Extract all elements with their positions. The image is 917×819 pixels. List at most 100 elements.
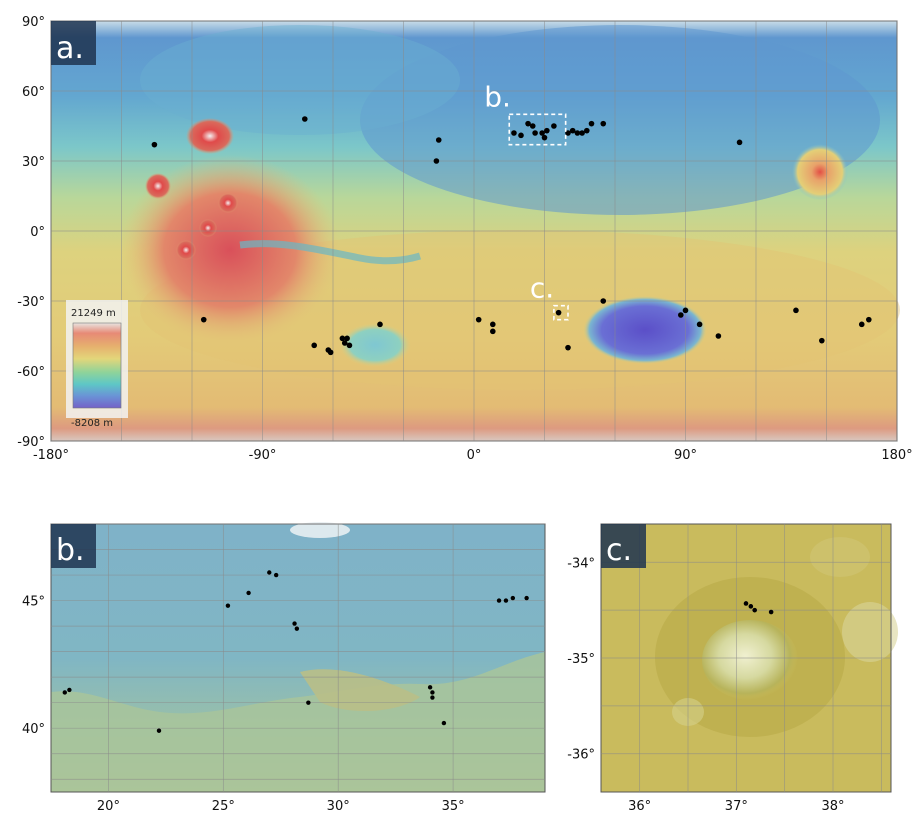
site-marker: [524, 595, 529, 601]
volcano-3: [199, 219, 217, 237]
site-marker: [344, 335, 350, 342]
site-marker: [267, 570, 272, 575]
site-marker: [539, 130, 545, 136]
site-marker: [511, 130, 517, 136]
site-marker: [341, 340, 348, 346]
panel-c: c. 36° 37° 38° -34° -35° -36°: [560, 512, 917, 815]
panel-c-axes: 36° 37° 38° -34° -35° -36°: [567, 556, 844, 814]
panel-b-label: b.: [56, 533, 85, 568]
site-marker: [246, 590, 251, 596]
box-c-label: c.: [530, 272, 554, 305]
x-tick-label: 180°: [881, 448, 912, 463]
site-marker: [678, 312, 684, 318]
map-c-grid: [600, 523, 892, 793]
y-tick-label: -36°: [567, 748, 595, 763]
site-marker: [600, 298, 607, 304]
site-marker: [430, 695, 435, 700]
site-marker: [525, 120, 531, 127]
site-marker: [565, 344, 571, 351]
site-marker: [532, 130, 538, 136]
panel-b: b. 20° 25° 30° 35° 45° 40°: [0, 512, 560, 815]
site-marker: [62, 690, 67, 695]
southern-terrain-b: [51, 652, 545, 792]
site-marker: [490, 321, 496, 328]
panel-b-axes: 20° 25° 30° 35° 45° 40°: [22, 595, 465, 814]
x-tick-label: -90°: [249, 448, 277, 463]
site-marker: [225, 603, 231, 608]
site-marker: [584, 127, 590, 134]
y-tick-label: 0°: [30, 225, 45, 240]
adjacent-crater: [842, 602, 898, 662]
x-tick-label: 25°: [212, 799, 235, 814]
site-marker: [555, 309, 562, 316]
site-marker: [327, 349, 334, 356]
northern-lowlands: [360, 25, 880, 215]
site-marker: [743, 601, 749, 606]
site-marker: [518, 132, 524, 139]
site-marker: [574, 130, 581, 136]
site-marker: [302, 116, 308, 122]
site-marker: [200, 316, 207, 323]
site-marker: [377, 321, 383, 328]
highland-block-b: [300, 669, 420, 712]
panel-b-tag: b.: [51, 524, 96, 568]
map-c-sites: [743, 601, 774, 615]
y-tick-label: -90°: [17, 435, 45, 450]
x-tick-label: 36°: [628, 799, 651, 814]
site-marker: [682, 307, 689, 314]
site-marker: [292, 621, 297, 626]
tharsis-rise: [120, 155, 340, 345]
site-markers: [151, 116, 872, 356]
x-tick-label: 20°: [97, 799, 120, 814]
volcano-4: [176, 240, 196, 260]
x-tick-label: -180°: [33, 448, 69, 463]
site-marker: [339, 335, 346, 342]
x-tick-label: 35°: [442, 799, 465, 814]
x-tick-label: 37°: [725, 799, 748, 814]
site-marker: [67, 687, 72, 693]
site-marker: [430, 690, 435, 695]
colorbar-min-label: -8208 m: [71, 418, 113, 429]
zoom-boxes: [508, 113, 569, 321]
site-marker: [565, 130, 571, 136]
y-tick-label: -30°: [17, 295, 45, 310]
box-c-outline: [553, 304, 569, 321]
site-marker: [503, 598, 509, 603]
panel-c-label: c.: [606, 533, 632, 568]
x-tick-label: 30°: [327, 799, 350, 814]
hellas-basin: [583, 296, 707, 364]
site-marker: [819, 337, 825, 344]
bright-patch: [290, 522, 350, 538]
y-tick-label: 90°: [22, 15, 45, 30]
valles-marineris: [239, 240, 422, 265]
site-marker: [510, 595, 516, 601]
north-crater: [810, 537, 870, 577]
regional-map-b: b. 20° 25° 30° 35° 45° 40°: [22, 522, 546, 814]
site-marker: [752, 607, 757, 613]
site-marker: [768, 609, 774, 615]
argyre-basin: [339, 323, 411, 367]
global-map: 21249 m -8208 m a. b. c. -180° -90° 0° 90° 1…: [17, 15, 912, 463]
x-tick-label: 90°: [674, 448, 697, 463]
y-tick-label: -35°: [567, 652, 595, 667]
site-marker: [151, 141, 158, 148]
site-marker: [736, 139, 743, 146]
site-marker: [793, 307, 799, 314]
site-marker: [715, 333, 722, 339]
panel-c-tag: c.: [601, 524, 646, 568]
site-marker: [696, 321, 703, 328]
site-marker: [475, 316, 482, 323]
site-marker: [541, 134, 548, 141]
panel-a: 21249 m -8208 m a. b. c. -180° -90° 0° 90° 1…: [17, 15, 912, 463]
site-marker: [748, 604, 754, 609]
volcano-1: [145, 173, 171, 199]
box-b-label: b.: [484, 80, 511, 113]
site-marker: [427, 685, 433, 690]
volcano-2: [218, 193, 238, 213]
site-marker: [441, 720, 447, 726]
panel-a-tag: a.: [51, 21, 96, 66]
box-b-outline: [508, 113, 567, 146]
site-marker: [569, 127, 576, 134]
y-tick-label: 45°: [22, 595, 45, 610]
site-marker: [435, 137, 442, 143]
